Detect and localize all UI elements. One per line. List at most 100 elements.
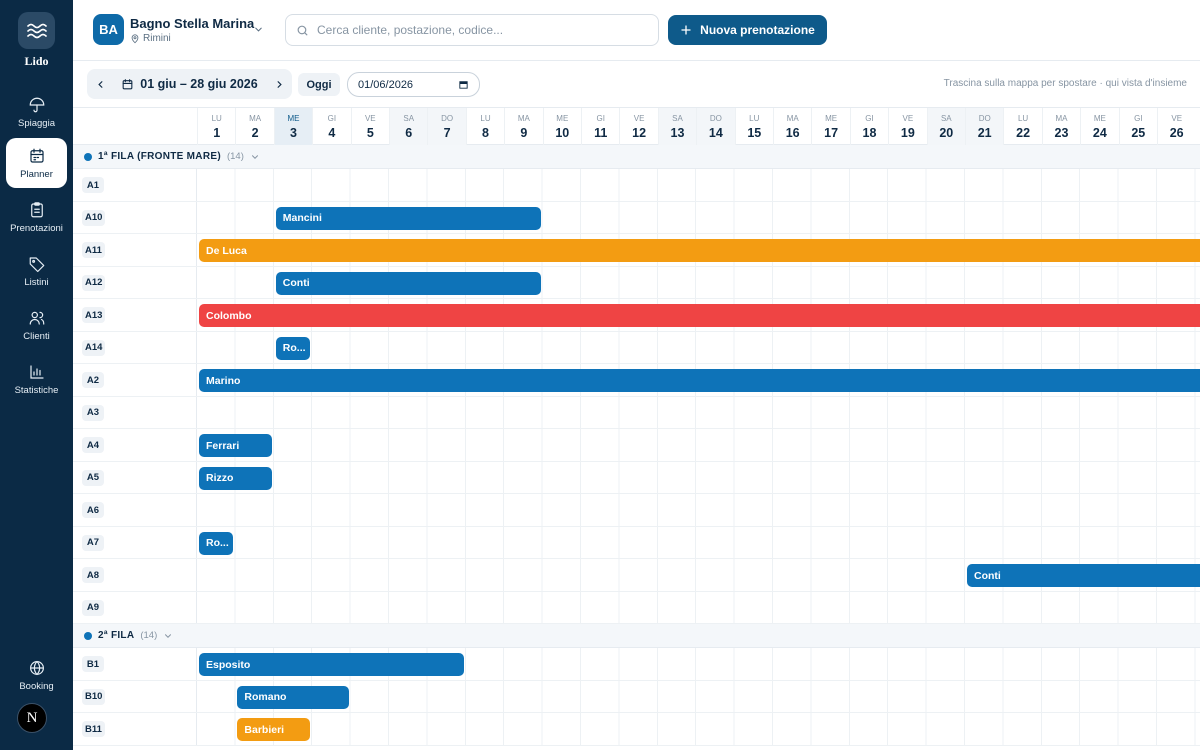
day-column-header[interactable]: VE 19 (888, 108, 926, 145)
calendar-icon (459, 81, 468, 89)
row-cells[interactable]: Marino (197, 364, 1200, 396)
day-column-header[interactable]: ME 3 (273, 108, 313, 145)
prev-range-button[interactable] (87, 69, 113, 99)
booking-bar[interactable]: Mancini (275, 206, 541, 230)
lido-logo[interactable] (18, 12, 55, 49)
row-cells[interactable] (197, 169, 1200, 201)
day-column-header[interactable]: DO 7 (427, 108, 466, 145)
umbrella-label[interactable]: A14 (82, 339, 106, 356)
section-header[interactable]: 1ª FILA (FRONTE MARE) (14) (73, 145, 1200, 169)
row-cells[interactable]: Ro... (197, 526, 1200, 558)
row-cells[interactable] (197, 591, 1200, 623)
day-column-header[interactable]: LU 22 (1003, 108, 1041, 145)
day-column-header[interactable]: MA 9 (504, 108, 542, 145)
business-name[interactable]: Bagno Stella Marina (130, 16, 255, 31)
day-column-header[interactable]: VE 12 (619, 108, 657, 145)
day-number: 10 (555, 126, 570, 140)
day-column-header[interactable]: GI 18 (849, 108, 888, 145)
booking-bar[interactable]: Conti (275, 271, 541, 295)
booking-bar[interactable]: Colombo (199, 304, 1200, 327)
row-cells[interactable]: Barbieri (197, 713, 1200, 745)
booking-bar[interactable]: Rizzo (199, 466, 272, 490)
umbrella-label[interactable]: A13 (82, 307, 106, 323)
row-cells[interactable] (197, 494, 1200, 526)
users-icon (29, 311, 44, 325)
user-avatar[interactable]: N (17, 703, 47, 733)
day-column-header[interactable]: LU 8 (465, 108, 504, 145)
umbrella-label[interactable]: A9 (82, 599, 104, 616)
date-input[interactable]: 01/06/2026 (347, 72, 480, 97)
umbrella-label[interactable]: A1 (82, 177, 104, 193)
sidebar-item-booking[interactable]: Booking (6, 650, 67, 700)
search-input[interactable] (317, 23, 637, 37)
row-cells[interactable]: Conti (197, 559, 1200, 591)
sidebar-item-listini[interactable]: Listini (6, 246, 67, 296)
booking-bar[interactable]: Ferrari (199, 434, 272, 457)
day-column-header[interactable]: VE 5 (350, 108, 389, 145)
umbrella-label[interactable]: A8 (82, 567, 104, 583)
umbrella-label[interactable]: A4 (82, 437, 104, 453)
day-column-header[interactable]: DO 21 (965, 108, 1004, 145)
umbrella-label[interactable]: A3 (82, 404, 104, 421)
row-cells[interactable]: Romano (197, 680, 1200, 712)
row-cells[interactable]: Mancini (197, 201, 1200, 233)
sidebar-item-clienti[interactable]: Clienti (6, 300, 67, 350)
booking-bar[interactable]: Esposito (199, 653, 464, 676)
day-column-header[interactable]: GI 11 (581, 108, 619, 145)
day-column-header[interactable]: ME 24 (1080, 108, 1118, 145)
day-column-header[interactable]: MA 23 (1041, 108, 1080, 145)
umbrella-label[interactable]: A11 (82, 242, 105, 258)
umbrella-label[interactable]: A6 (82, 502, 104, 518)
day-column-header[interactable]: DO 14 (696, 108, 735, 145)
booking-bar[interactable]: Conti (967, 564, 1200, 587)
planner-toolbar: 01 giu – 28 giu 2026 Oggi 01/06/2026 Tra… (73, 61, 1200, 107)
new-booking-button[interactable]: Nuova prenotazione (668, 15, 827, 45)
day-number: 12 (632, 126, 647, 140)
umbrella-label[interactable]: A7 (82, 534, 104, 551)
date-range-display[interactable]: 01 giu – 28 giu 2026 (113, 77, 266, 91)
row-cells[interactable]: Ferrari (197, 429, 1200, 461)
day-column-header[interactable]: SA 20 (926, 108, 965, 145)
sidebar-item-statistiche[interactable]: Statistiche (6, 354, 67, 404)
row-cells[interactable]: De Luca (197, 234, 1200, 266)
day-column-header[interactable]: LU 15 (734, 108, 773, 145)
booking-bar[interactable]: Romano (237, 685, 349, 709)
day-column-header[interactable]: SA 13 (657, 108, 697, 145)
day-header: LU 1 MA 2 ME 3 GI 4 VE 5 SA 6 DO 7 LU 8 MA 9 ME 10 GI 11 VE 12 S… (73, 107, 1200, 145)
umbrella-label[interactable]: B10 (82, 688, 106, 705)
booking-bar[interactable]: De Luca (199, 239, 1200, 262)
day-column-header[interactable]: GI 4 (312, 108, 350, 145)
row-cells[interactable]: Conti (197, 266, 1200, 298)
row-cells[interactable]: Ro... (197, 331, 1200, 363)
sidebar-item-planner[interactable]: Planner (6, 138, 67, 188)
next-range-button[interactable] (266, 69, 292, 99)
row-cells[interactable]: Rizzo (197, 461, 1200, 493)
day-column-header[interactable]: LU 1 (197, 108, 235, 145)
umbrella-label[interactable]: A2 (82, 372, 104, 388)
business-switcher[interactable] (253, 22, 264, 40)
row-cells[interactable] (197, 396, 1200, 428)
umbrella-label[interactable]: B11 (82, 721, 105, 737)
day-column-header[interactable]: MA 16 (773, 108, 811, 145)
umbrella-label[interactable]: A10 (82, 209, 106, 226)
day-column-header[interactable]: SA 6 (389, 108, 428, 145)
booking-bar[interactable]: Ro... (275, 336, 311, 360)
day-column-header[interactable]: ME 17 (811, 108, 849, 145)
day-column-header[interactable]: MA 2 (235, 108, 273, 145)
business-badge[interactable]: BA (93, 14, 124, 45)
umbrella-label[interactable]: B1 (82, 656, 104, 672)
row-cells[interactable]: Colombo (197, 299, 1200, 331)
day-column-header[interactable]: VE 26 (1157, 108, 1195, 145)
sidebar-item-spiaggia[interactable]: Spiaggia (6, 87, 67, 137)
umbrella-label[interactable]: A12 (82, 274, 106, 291)
booking-bar[interactable]: Marino (199, 369, 1200, 392)
day-column-header[interactable]: ME 10 (542, 108, 581, 145)
today-button[interactable]: Oggi (298, 73, 340, 96)
day-column-header[interactable]: GI 25 (1118, 108, 1157, 145)
row-cells[interactable]: Esposito (197, 648, 1200, 680)
section-header[interactable]: 2ª FILA (14) (73, 624, 1200, 648)
booking-bar[interactable]: Ro... (199, 531, 234, 555)
umbrella-label[interactable]: A5 (82, 469, 104, 486)
booking-bar[interactable]: Barbieri (237, 718, 311, 741)
sidebar-item-prenotazioni[interactable]: Prenotazioni (6, 192, 67, 242)
